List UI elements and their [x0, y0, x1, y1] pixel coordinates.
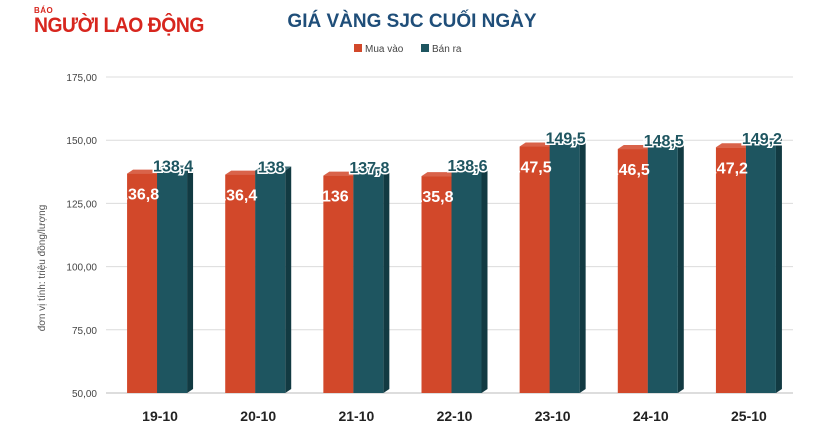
bar-top [255, 166, 292, 171]
data-label: 148,5 [644, 133, 684, 150]
bar-buy [715, 147, 746, 393]
x-tick-label: 25-10 [731, 408, 767, 424]
data-label: 135,8 [413, 189, 453, 206]
bar-top [323, 171, 360, 176]
data-label: 136,8 [119, 187, 159, 204]
bar-side [481, 165, 488, 393]
bar-sell [451, 169, 482, 393]
bar-sell [353, 171, 384, 393]
bar-top [519, 142, 556, 147]
x-tick-label: 19-10 [142, 408, 178, 424]
bar-top [421, 172, 458, 177]
bars [127, 137, 782, 393]
bar-top [127, 169, 164, 174]
y-tick-label: 125,00 [66, 199, 97, 210]
data-label: 146,5 [610, 162, 650, 179]
bar-sell [647, 143, 678, 393]
bar-side [677, 139, 684, 393]
legend-label-buy: Mua vào [365, 44, 404, 55]
legend-swatch-sell [421, 44, 429, 52]
legend-label-sell: Bán ra [432, 44, 462, 55]
bar-buy [323, 175, 354, 393]
legend-swatch-buy [354, 44, 362, 52]
bar-top [157, 165, 194, 170]
brand-prefix: BÁO [34, 6, 54, 15]
bar-top [549, 137, 586, 142]
data-label: 136,4 [217, 188, 257, 205]
bar-sell [745, 142, 776, 393]
x-axis-ticks: 19-10 20-10 21-10 22-10 23-10 24-10 25-10 [142, 408, 767, 424]
bar-side [187, 165, 194, 393]
y-axis-ticks: 50,00 75,00 100,00 125,00 150,00 175,00 [66, 73, 97, 400]
bar-sell [255, 170, 286, 393]
bar-side [579, 137, 586, 393]
y-axis-label: đơn vị tính: triệu đồng/lượng [36, 205, 48, 332]
bar-sell [157, 169, 188, 393]
y-tick-label: 75,00 [72, 326, 97, 337]
x-tick-label: 20-10 [240, 408, 276, 424]
bar-top [451, 165, 488, 170]
chart-title: GIÁ VÀNG SJC CUỐI NGÀY [287, 10, 536, 32]
bar-top [647, 139, 684, 144]
bar-top [745, 138, 782, 143]
bar-sell [549, 141, 580, 393]
data-label: 138,4 [153, 159, 193, 176]
bar-buy [225, 174, 256, 393]
bar-side [383, 167, 390, 393]
x-tick-label: 23-10 [535, 408, 571, 424]
bar-buy [519, 146, 550, 393]
y-tick-label: 50,00 [72, 389, 97, 400]
bar-buy [421, 176, 452, 393]
data-label: 138 [258, 160, 285, 177]
bar-side [285, 166, 292, 393]
legend: Mua vào Bán ra [354, 44, 462, 55]
bar-top [353, 167, 390, 172]
x-tick-label: 21-10 [338, 408, 374, 424]
data-label: 136 [322, 189, 349, 206]
x-tick-label: 22-10 [437, 408, 473, 424]
bar-top [225, 170, 262, 175]
data-label: 149,5 [546, 130, 586, 147]
y-tick-label: 100,00 [66, 263, 97, 274]
brand-logo: BÁO NGƯỜI LAO ĐỘNG [34, 6, 204, 42]
bar-top [617, 145, 654, 150]
data-label: 147,2 [708, 160, 748, 177]
brand-name: NGƯỜI LAO ĐỘNG [34, 14, 204, 37]
bar-buy [617, 149, 648, 393]
y-tick-label: 150,00 [66, 136, 97, 147]
bar-top [715, 143, 752, 148]
data-label: 147,5 [512, 160, 552, 177]
x-tick-label: 24-10 [633, 408, 669, 424]
y-tick-label: 175,00 [66, 73, 97, 84]
bar-buy [127, 173, 158, 393]
data-label: 149,2 [742, 131, 782, 148]
bar-side [775, 138, 782, 393]
data-label: 137,8 [349, 160, 389, 177]
data-label: 138,6 [447, 158, 487, 175]
